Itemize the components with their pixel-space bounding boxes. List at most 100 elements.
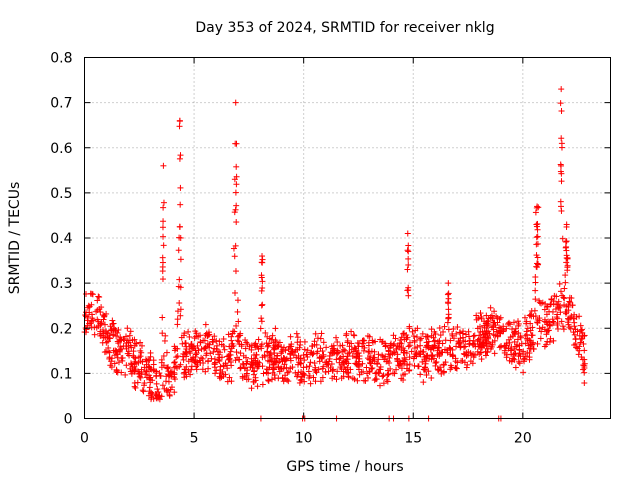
data-point: [176, 300, 183, 307]
data-point: [176, 123, 183, 130]
data-point: [398, 365, 405, 372]
data-point: [244, 341, 251, 348]
data-point: [333, 356, 340, 363]
data-point: [243, 339, 250, 346]
data-point: [264, 348, 271, 355]
data-point: [532, 296, 539, 303]
data-point: [536, 317, 543, 324]
data-point: [445, 311, 452, 318]
data-point: [323, 344, 330, 351]
data-point: [242, 337, 249, 344]
data-point: [301, 346, 308, 353]
data-point: [450, 335, 457, 342]
data-point: [177, 284, 184, 291]
data-point: [138, 342, 145, 349]
data-point: [268, 376, 275, 383]
data-point: [389, 350, 396, 357]
data-point: [257, 325, 264, 332]
data-point: [401, 347, 408, 354]
data-point: [419, 330, 426, 337]
data-point: [528, 313, 535, 320]
data-point: [344, 339, 351, 346]
data-point: [304, 347, 311, 354]
data-point: [432, 330, 439, 337]
data-point: [259, 278, 266, 285]
data-point: [158, 356, 165, 363]
data-point: [530, 345, 537, 352]
data-point: [460, 350, 467, 357]
data-point: [393, 366, 400, 373]
data-point: [391, 370, 398, 377]
data-point: [378, 338, 385, 345]
data-point: [164, 365, 171, 372]
data-point: [165, 378, 172, 385]
data-point: [285, 368, 292, 375]
data-point: [568, 295, 575, 302]
data-point: [216, 373, 223, 380]
data-point: [317, 378, 324, 385]
data-point: [528, 340, 535, 347]
data-point: [425, 368, 432, 375]
data-point: [517, 334, 524, 341]
data-point: [298, 368, 305, 375]
data-point: [517, 353, 524, 360]
data-point: [222, 371, 229, 378]
data-point: [384, 371, 391, 378]
data-point: [345, 369, 352, 376]
data-point: [558, 178, 565, 185]
data-point: [217, 370, 224, 377]
data-point: [480, 341, 487, 348]
data-point: [232, 242, 239, 249]
data-point: [430, 334, 437, 341]
data-point: [356, 355, 363, 362]
data-point: [528, 332, 535, 339]
data-point: [162, 332, 169, 339]
data-point: [359, 360, 366, 367]
data-point: [394, 351, 401, 358]
data-point: [124, 325, 131, 332]
data-point: [478, 356, 485, 363]
data-point: [562, 272, 569, 279]
data-point: [348, 340, 355, 347]
data-point: [534, 203, 541, 210]
data-point: [89, 315, 96, 322]
data-point: [337, 364, 344, 371]
data-point: [465, 328, 472, 335]
data-point: [414, 334, 421, 341]
data-point: [210, 349, 217, 356]
data-point: [442, 337, 449, 344]
data-point: [267, 354, 274, 361]
data-point: [436, 350, 443, 357]
data-point: [491, 350, 498, 357]
data-point: [253, 351, 260, 358]
data-point: [270, 361, 277, 368]
data-point: [318, 330, 325, 337]
data-point: [579, 326, 586, 333]
data-point: [231, 209, 238, 216]
data-point: [146, 357, 153, 364]
data-point: [145, 363, 152, 370]
data-point: [515, 358, 522, 365]
data-point: [160, 218, 167, 225]
data-point: [558, 108, 565, 115]
data-point: [526, 350, 533, 357]
data-point: [563, 247, 570, 254]
data-point: [410, 333, 417, 340]
data-point: [111, 360, 118, 367]
data-point: [405, 261, 412, 268]
data-point: [181, 330, 188, 337]
data-point: [557, 288, 564, 295]
data-point: [490, 331, 497, 338]
data-point: [375, 351, 382, 358]
data-point: [411, 362, 418, 369]
data-point: [237, 365, 244, 372]
data-point: [402, 356, 409, 363]
data-point: [147, 376, 154, 383]
data-point: [512, 364, 519, 371]
data-point: [538, 328, 545, 335]
data-point: [177, 361, 184, 368]
data-point: [339, 348, 346, 355]
data-point: [153, 368, 160, 375]
data-point: [108, 355, 115, 362]
data-point: [478, 315, 485, 322]
